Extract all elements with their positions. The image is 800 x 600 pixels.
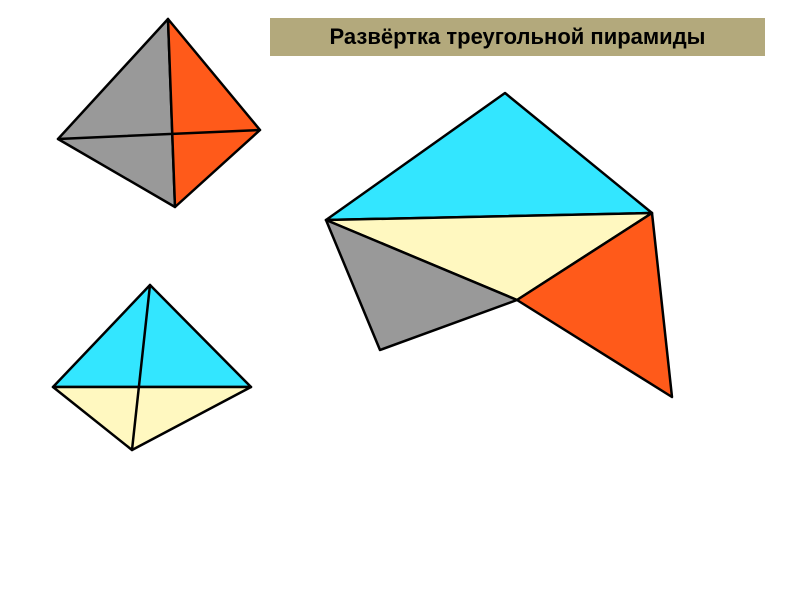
diagram-svg [0,0,800,600]
title-label: Развёртка треугольной пирамиды [270,18,765,56]
